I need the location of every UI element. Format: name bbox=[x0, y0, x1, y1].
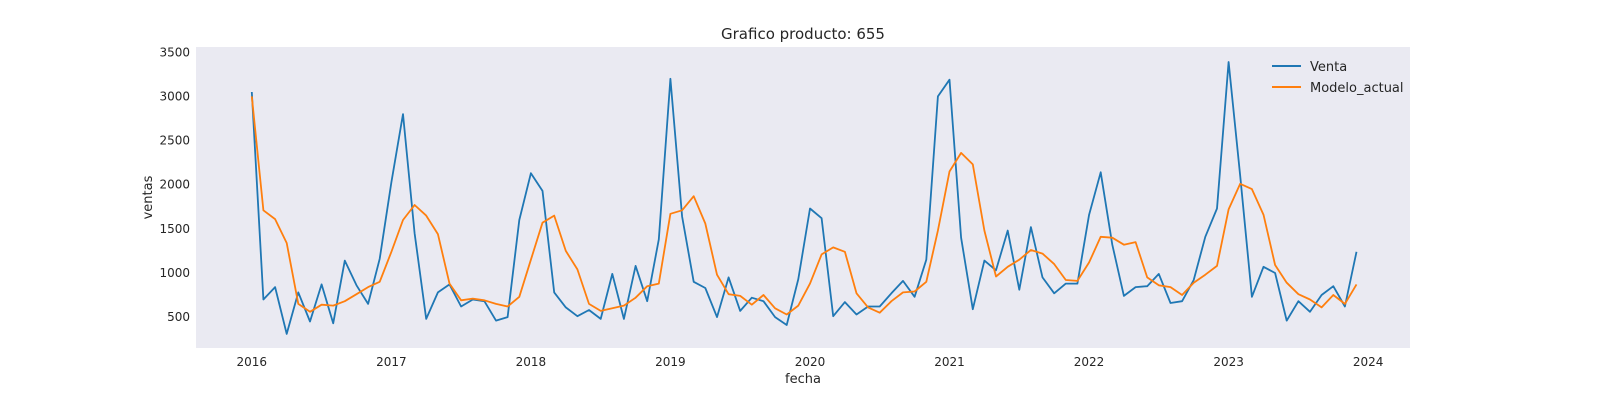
y-tick-label: 1500 bbox=[159, 222, 190, 236]
axis-ticks: 2016 2017 2018 2019 2020 2021 2022 2023 2024 500 1… bbox=[159, 45, 1383, 369]
x-tick-label: 2017 bbox=[376, 355, 407, 369]
chart-title: Grafico producto: 655 bbox=[721, 25, 885, 43]
y-tick-label: 2500 bbox=[159, 134, 190, 148]
y-tick-label: 2000 bbox=[159, 178, 190, 192]
y-tick-label: 500 bbox=[167, 310, 190, 324]
legend-label: Venta bbox=[1310, 60, 1347, 75]
x-tick-label: 2024 bbox=[1353, 355, 1384, 369]
x-tick-label: 2016 bbox=[237, 355, 268, 369]
x-tick-label: 2020 bbox=[795, 355, 826, 369]
series-line-venta bbox=[250, 61, 1358, 335]
x-tick-label: 2018 bbox=[516, 355, 547, 369]
x-tick-label: 2019 bbox=[655, 355, 686, 369]
y-tick-label: 3000 bbox=[159, 89, 190, 103]
legend: Venta Modelo_actual bbox=[1272, 60, 1404, 96]
y-tick-label: 1000 bbox=[159, 266, 190, 280]
x-tick-label: 2021 bbox=[934, 355, 965, 369]
legend-label: Modelo_actual bbox=[1310, 81, 1404, 96]
x-tick-label: 2023 bbox=[1213, 355, 1244, 369]
series-lines bbox=[250, 61, 1358, 335]
plot-area bbox=[196, 47, 1410, 348]
x-axis-label: fecha bbox=[785, 372, 821, 387]
y-tick-label: 3500 bbox=[159, 45, 190, 59]
series-line-modelo_actual bbox=[250, 96, 1358, 316]
x-tick-label: 2022 bbox=[1074, 355, 1105, 369]
y-axis-label: ventas bbox=[141, 175, 156, 219]
